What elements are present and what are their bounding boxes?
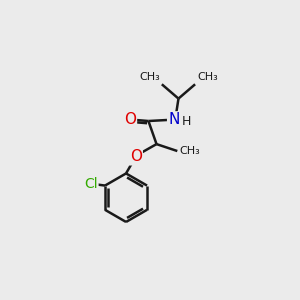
Text: CH₃: CH₃: [139, 72, 160, 82]
Text: CH₃: CH₃: [197, 72, 218, 82]
Text: H: H: [182, 115, 191, 128]
Text: CH₃: CH₃: [179, 146, 200, 156]
Text: O: O: [130, 149, 142, 164]
Text: O: O: [124, 112, 136, 128]
Text: Cl: Cl: [84, 177, 98, 191]
Text: N: N: [168, 112, 179, 128]
